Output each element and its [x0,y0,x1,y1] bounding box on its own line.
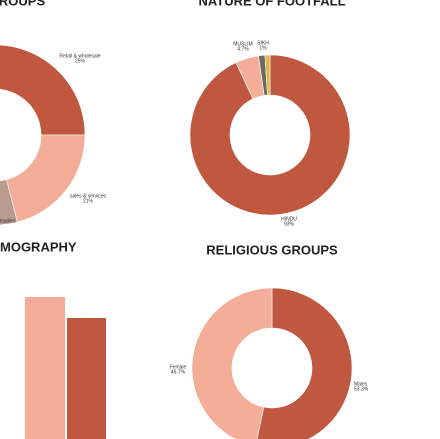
slice-label: HINDU [281,216,297,222]
slice-value: 53.3% [354,386,369,392]
slice-value: 25% [75,58,86,64]
chart-title: RELIGIOUS GROUPS [206,242,338,257]
donut-slice [256,287,353,439]
bar [25,297,65,439]
slice-label: Female [170,364,187,370]
donut-slice [0,179,18,226]
chart-title: MOGRAPHY [0,239,77,254]
slice-label: MUSLIM [233,41,252,47]
slice-value: 21% [83,198,94,204]
slice-label: Retail & wholesale [59,53,100,59]
slice-value: 1% [259,45,267,51]
slice-label: sales & services [70,193,107,199]
slice-label: SIKH [257,40,269,46]
slice-label: traders [0,218,16,224]
donut-slice [264,54,271,96]
chart-title: ROUPS [0,0,45,8]
slice-value: 4.7% [237,46,249,52]
donut-slice [6,134,86,223]
slice-label: Males [354,381,368,387]
slice-value: 93% [284,221,295,227]
donut-slice [191,287,273,439]
chart-title: NATURE OF FOOTFALL [198,0,345,8]
donut-slice [189,54,351,216]
slice-value: 46.7% [171,369,186,375]
bar [67,318,106,439]
donut-slice [0,44,86,136]
